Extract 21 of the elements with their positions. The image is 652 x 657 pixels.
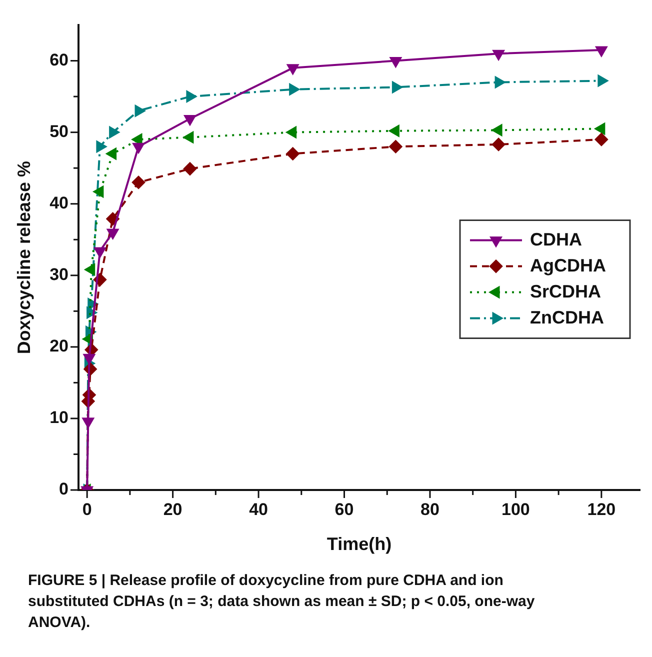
legend-label: ZnCDHA — [530, 307, 604, 328]
y-tick-label: 60 — [50, 50, 69, 70]
x-tick-label: 0 — [82, 500, 92, 519]
x-axis-title: Time(h) — [326, 534, 392, 554]
x-tick-label: 100 — [502, 500, 530, 519]
x-tick-label: 20 — [163, 500, 182, 519]
legend-label: SrCDHA — [530, 281, 602, 302]
y-tick-label: 10 — [50, 408, 69, 428]
y-tick-label: 0 — [59, 480, 69, 499]
y-tick-label: 40 — [50, 194, 69, 213]
x-tick-label: 80 — [420, 500, 440, 519]
y-axis-title: Doxycycline release % — [14, 160, 34, 354]
y-tick-label: 30 — [50, 265, 69, 284]
x-tick-label: 120 — [587, 500, 616, 519]
x-tick-label: 40 — [249, 500, 268, 519]
legend-label: AgCDHA — [530, 255, 606, 276]
legend-label: CDHA — [530, 229, 582, 250]
caption: FIGURE 5 | Release profile of doxycycline from pure CDHA and ion substituted CDHAs (n = 3; data shown as mean ± SD; p < 0.05, one-way ANOVA). — [28, 571, 536, 633]
y-tick-label: 50 — [50, 122, 69, 141]
x-tick-label: 60 — [334, 500, 354, 519]
y-tick-label: 20 — [50, 336, 69, 356]
